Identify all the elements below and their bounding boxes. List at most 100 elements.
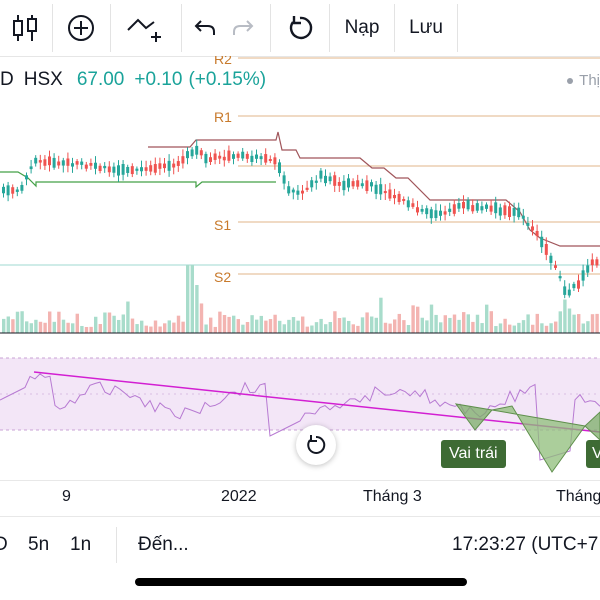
volume-bar: [310, 325, 314, 333]
volume-bar: [429, 304, 434, 333]
candle: [351, 181, 355, 187]
right-shoulder-shape[interactable]: [584, 411, 600, 441]
chart-type-button[interactable]: [0, 0, 52, 56]
volume-bar: [218, 311, 222, 333]
add-indicator-icon: [68, 15, 94, 41]
volume-bar: [176, 315, 181, 333]
candle: [158, 163, 162, 169]
candle: [416, 207, 419, 213]
volume-bar: [425, 320, 429, 333]
volume-bar: [319, 318, 323, 333]
volume-bar: [57, 311, 61, 333]
symbol-header[interactable]: D HSX 67.00 +0.10 (+0.15%): [0, 64, 266, 96]
volume-bar: [153, 320, 158, 333]
volume-bar: [34, 319, 38, 333]
supertrend-green: [0, 171, 276, 189]
home-indicator: [135, 578, 467, 586]
volume-bar: [112, 315, 116, 333]
volume-bar: [439, 322, 443, 333]
price-chart[interactable]: R2 R1 S1 S2: [0, 56, 600, 480]
candle: [379, 184, 383, 195]
candle: [360, 183, 364, 187]
candle: [135, 168, 139, 171]
candle: [25, 175, 28, 180]
candle: [153, 164, 157, 173]
candle: [163, 163, 166, 169]
candle: [475, 203, 479, 211]
candle: [471, 205, 475, 212]
volume-bar: [94, 316, 98, 333]
volume-bar: [567, 308, 572, 333]
candle: [227, 150, 231, 161]
left-shoulder-shape[interactable]: [454, 403, 493, 431]
trend-line[interactable]: [33, 371, 600, 433]
pivot-r1-label: R1: [214, 109, 232, 125]
clock-timezone[interactable]: 17:23:27 (UTC+7: [452, 534, 599, 555]
pivot-s1-label: S1: [214, 217, 231, 233]
volume-bar: [402, 320, 406, 333]
volume-bar: [103, 312, 107, 333]
candle: [310, 180, 314, 188]
symbol-name: D: [0, 69, 14, 90]
volume-bar: [305, 326, 309, 333]
candle: [218, 155, 222, 159]
reset-chart-button[interactable]: [271, 0, 329, 56]
candle: [126, 166, 130, 173]
volume-bar: [590, 314, 595, 333]
time-axis[interactable]: 9 2022 Tháng 3 Tháng: [0, 480, 600, 517]
volume-bar: [517, 322, 521, 333]
volume-bar: [163, 323, 167, 333]
candle: [29, 166, 33, 170]
candle: [429, 209, 433, 219]
candle: [572, 283, 576, 289]
save-layout-button[interactable]: Lưu: [409, 17, 443, 38]
candle: [94, 162, 97, 169]
volume-bar: [360, 317, 365, 333]
candle: [393, 194, 396, 199]
reset-scale-button[interactable]: [296, 425, 336, 465]
volume-bar: [324, 324, 328, 333]
volume-bar: [531, 324, 535, 333]
candle: [89, 162, 93, 166]
volume-bar: [393, 319, 397, 333]
candle: [20, 185, 24, 191]
time-axis-label: Tháng: [556, 488, 600, 505]
add-indicator-button[interactable]: [53, 0, 109, 56]
volume-bar: [544, 325, 549, 333]
volume-bar: [38, 321, 43, 333]
candle: [544, 243, 548, 255]
volume-bar: [130, 318, 135, 333]
volume-bar: [232, 315, 236, 333]
volume-bar: [11, 319, 15, 333]
left-shoulder-label[interactable]: Vai trái: [441, 440, 506, 468]
compare-button[interactable]: [111, 0, 181, 56]
load-layout-button[interactable]: Nạp: [344, 17, 380, 38]
volume-bar: [526, 314, 530, 333]
volume-bar: [512, 325, 516, 333]
candle: [11, 187, 15, 194]
candle: [434, 210, 438, 219]
head-shape[interactable]: [491, 405, 586, 473]
volume-bar: [158, 326, 162, 333]
market-status-text: Thị: [579, 72, 600, 89]
candle: [586, 265, 590, 273]
interval-1n-button[interactable]: 1n: [70, 534, 92, 555]
interval-5n-button[interactable]: 5n: [28, 534, 50, 555]
interval-partial-button[interactable]: D: [0, 534, 8, 555]
candle: [337, 181, 341, 186]
volume-bar: [186, 265, 190, 333]
candle: [452, 204, 456, 214]
candle: [268, 158, 272, 161]
candle: [324, 175, 327, 184]
volume-bar: [406, 325, 411, 333]
right-shoulder-label[interactable]: V: [586, 440, 600, 468]
undo-button[interactable]: [186, 0, 224, 56]
volume-bar: [107, 312, 112, 333]
candle: [66, 158, 70, 166]
redo-button[interactable]: [224, 0, 262, 56]
candle: [406, 200, 410, 208]
candle: [103, 165, 107, 169]
volume-bar: [287, 319, 291, 333]
goto-date-button[interactable]: Đến...: [138, 534, 189, 555]
market-status: Thị: [567, 72, 600, 89]
